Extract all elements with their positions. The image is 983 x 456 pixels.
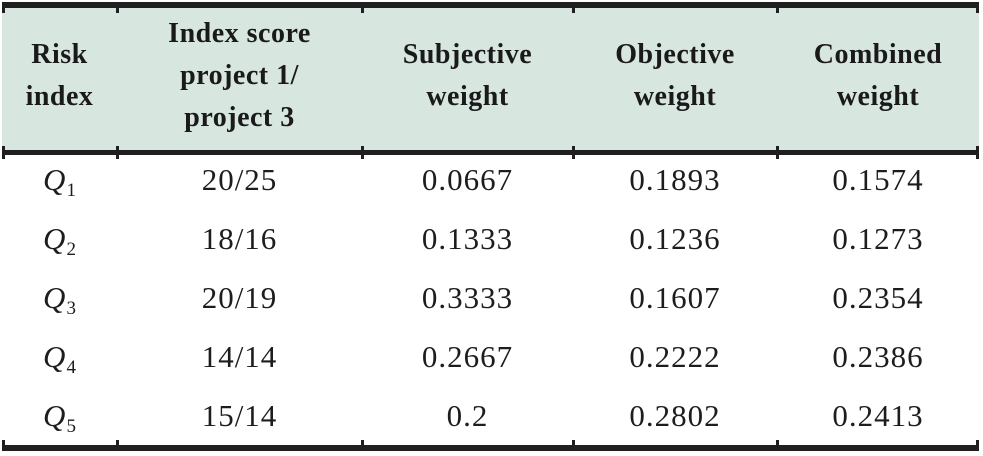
column-junction-tick [976,146,979,159]
risk-symbol: Q [43,161,67,197]
score-cell: 15/14 [117,386,362,445]
column-junction-tick [572,146,575,159]
header-index-score: Index score project 1/ project 3 [117,2,362,150]
subjective-weight-cell: 0.3333 [362,268,573,327]
table-body: Q1 20/25 0.0667 0.1893 0.1574 Q2 18/16 0… [2,150,979,445]
objective-weight-cell: 0.1607 [573,268,777,327]
risk-subscript: 2 [66,238,76,260]
column-junction-tick [572,440,575,451]
column-junction-tick [2,440,5,451]
column-junction-tick [776,2,779,13]
table-header-rule [2,150,979,155]
column-junction-tick [361,440,364,451]
header-combined-weight: Combined weight [777,2,979,150]
risk-symbol: Q [43,279,67,315]
objective-weight-cell: 0.1236 [573,209,777,268]
column-junction-tick [976,2,979,13]
header-objective-weight: Objective weight [573,2,777,150]
table-header: Risk index Index score project 1/ projec… [2,2,979,150]
header-subjective-weight: Subjective weight [362,2,573,150]
risk-index-cell: Q5 [2,386,117,445]
score-cell: 18/16 [117,209,362,268]
combined-weights-table: Risk index Index score project 1/ projec… [2,2,979,445]
subjective-weight-cell: 0.0667 [362,150,573,209]
risk-symbol: Q [43,397,67,433]
risk-symbol: Q [43,338,67,374]
subjective-weight-cell: 0.2667 [362,327,573,386]
header-risk-index: Risk index [2,2,117,150]
column-junction-tick [116,440,119,451]
column-junction-tick [361,2,364,13]
subjective-weight-cell: 0.2 [362,386,573,445]
table-row: Q5 15/14 0.2 0.2802 0.2413 [2,386,979,445]
objective-weight-cell: 0.2802 [573,386,777,445]
risk-subscript: 1 [66,179,76,201]
column-junction-tick [776,146,779,159]
risk-index-cell: Q1 [2,150,117,209]
combined-weight-cell: 0.1574 [777,150,979,209]
column-junction-tick [776,440,779,451]
risk-symbol: Q [43,220,67,256]
risk-subscript: 5 [66,415,76,437]
objective-weight-cell: 0.1893 [573,150,777,209]
column-junction-tick [116,146,119,159]
score-cell: 20/25 [117,150,362,209]
risk-index-cell: Q3 [2,268,117,327]
column-junction-tick [361,146,364,159]
table-row: Q4 14/14 0.2667 0.2222 0.2386 [2,327,979,386]
risk-subscript: 3 [66,297,76,319]
combined-weight-cell: 0.1273 [777,209,979,268]
risk-index-cell: Q4 [2,327,117,386]
table-row: Q3 20/19 0.3333 0.1607 0.2354 [2,268,979,327]
risk-index-cell: Q2 [2,209,117,268]
table-bottom-rule [2,445,979,451]
score-cell: 14/14 [117,327,362,386]
column-junction-tick [976,440,979,451]
score-cell: 20/19 [117,268,362,327]
risk-subscript: 4 [66,356,76,378]
column-junction-tick [572,2,575,13]
table-row: Q1 20/25 0.0667 0.1893 0.1574 [2,150,979,209]
objective-weight-cell: 0.2222 [573,327,777,386]
table-top-rule [2,2,979,8]
combined-weight-cell: 0.2354 [777,268,979,327]
column-junction-tick [2,2,5,13]
column-junction-tick [2,146,5,159]
header-row: Risk index Index score project 1/ projec… [2,2,979,150]
column-junction-tick [116,2,119,13]
subjective-weight-cell: 0.1333 [362,209,573,268]
table-row: Q2 18/16 0.1333 0.1236 0.1273 [2,209,979,268]
combined-weight-cell: 0.2413 [777,386,979,445]
combined-weight-cell: 0.2386 [777,327,979,386]
